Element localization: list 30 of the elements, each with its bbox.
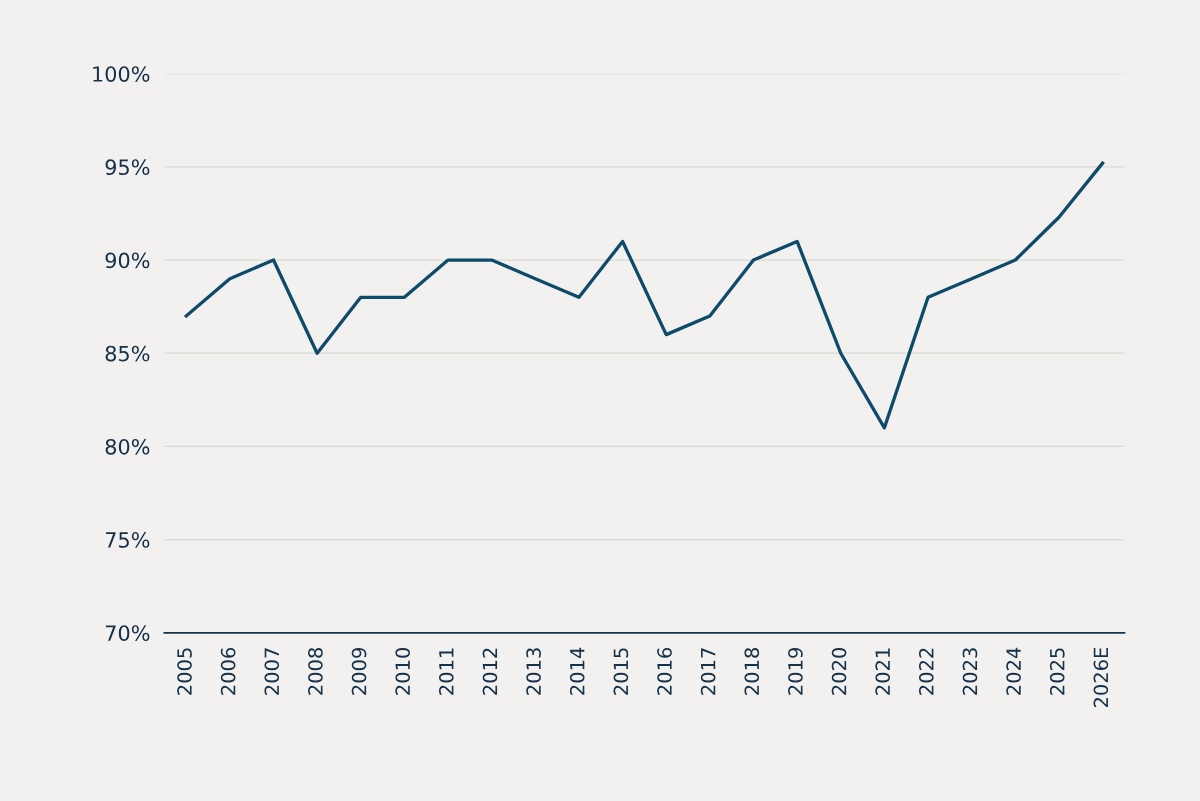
x-tick-label: 2018 <box>744 648 760 695</box>
x-tick-label: 2006 <box>220 647 236 695</box>
x-tick-label: 2015 <box>613 648 629 695</box>
x-tick-label: 2013 <box>526 648 541 695</box>
y-tick-label: 75% <box>105 532 150 548</box>
x-tick-label: 2014 <box>569 647 585 695</box>
line-series <box>184 161 1105 430</box>
x-tick-label: 2019 <box>788 648 803 695</box>
x-tick-label: 2005 <box>177 648 192 695</box>
x-tick-label: 2024 <box>1006 647 1021 695</box>
y-tick-label: 95% <box>105 159 150 176</box>
x-tick-label: 2011 <box>438 648 454 695</box>
y-tick-label: 85% <box>105 345 150 362</box>
x-tick-label: 2026E <box>1093 647 1109 708</box>
x-tick-label: 2016 <box>657 647 672 695</box>
x-tick-label: 2008 <box>308 648 323 695</box>
x-tick-label: 2007 <box>264 648 280 695</box>
x-tick-label: 2012 <box>482 648 498 695</box>
x-tick-label: 2022 <box>918 648 934 695</box>
x-tick-label: 2023 <box>962 648 978 695</box>
x-tick-label: 2010 <box>395 647 411 695</box>
y-tick-label: 90% <box>105 252 150 269</box>
y-tick-label: 70% <box>105 625 150 641</box>
x-tick-label: 2020 <box>831 647 847 695</box>
x-tick-label: 2009 <box>351 648 367 695</box>
x-tick-label: 2021 <box>875 648 891 695</box>
y-tick-label: 80% <box>105 438 150 455</box>
x-tick-label: 2017 <box>700 648 716 695</box>
x-tick-label: 2025 <box>1049 648 1065 695</box>
y-tick-label: 100% <box>93 66 150 82</box>
